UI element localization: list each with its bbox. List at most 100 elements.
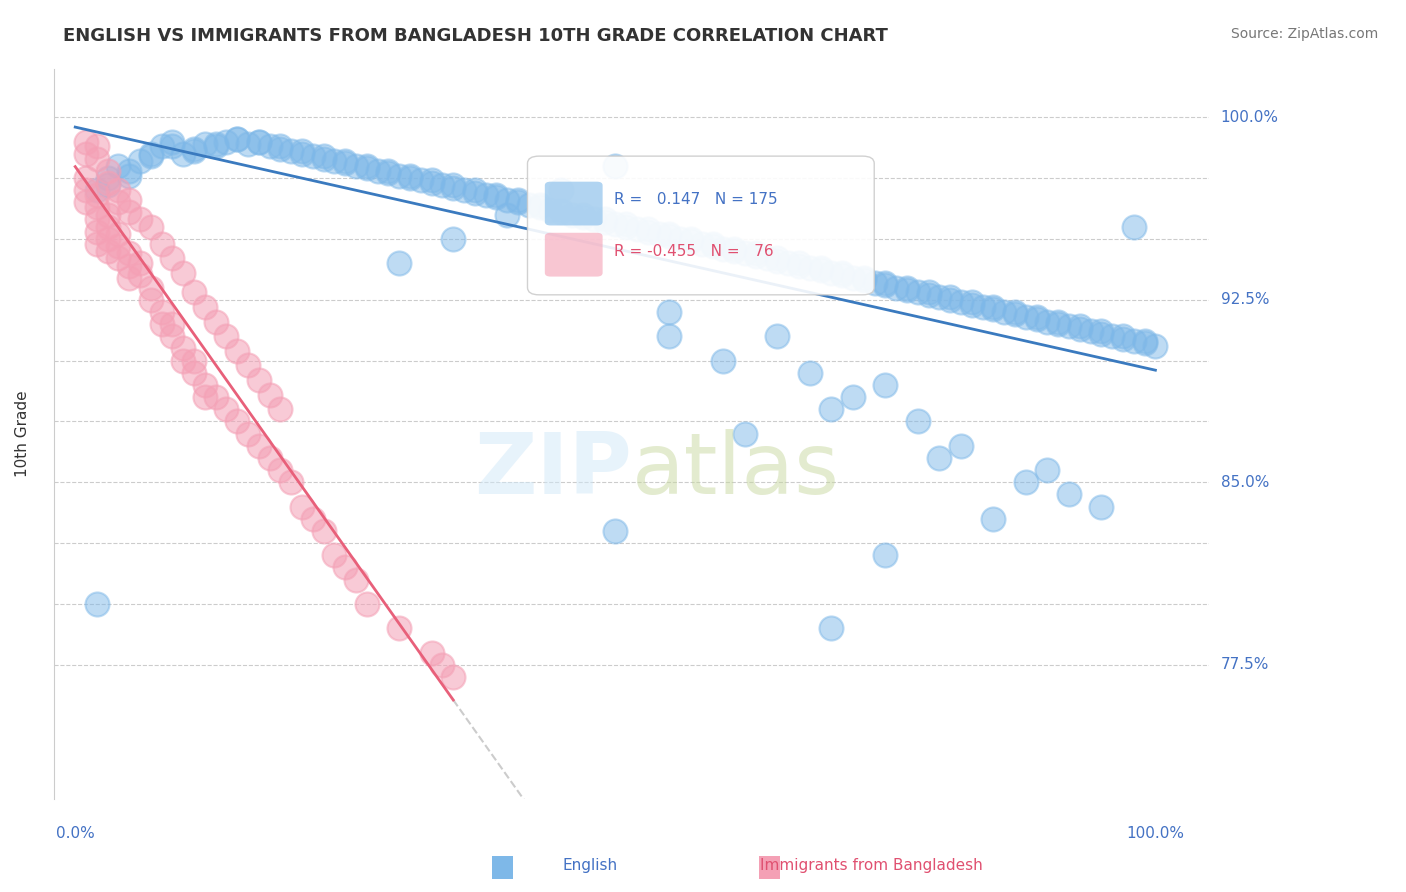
Point xyxy=(215,329,238,343)
Point xyxy=(983,512,1005,526)
Point xyxy=(107,195,129,210)
Point xyxy=(679,232,702,246)
Point xyxy=(485,188,508,202)
Point xyxy=(928,450,950,465)
Point xyxy=(97,178,120,193)
Point xyxy=(399,171,422,186)
Point xyxy=(247,135,270,149)
Point xyxy=(658,227,681,241)
Point xyxy=(1015,475,1038,490)
Point xyxy=(259,450,281,465)
Point xyxy=(529,200,551,214)
Point xyxy=(107,183,129,197)
Text: R = -0.455   N =   76: R = -0.455 N = 76 xyxy=(614,244,773,259)
Point xyxy=(983,302,1005,317)
Point xyxy=(1133,336,1156,351)
Point xyxy=(884,280,907,294)
Point xyxy=(550,202,572,217)
Point xyxy=(766,252,789,266)
Point xyxy=(215,402,238,417)
Point xyxy=(605,217,627,231)
Point xyxy=(1133,334,1156,348)
Point xyxy=(377,163,399,178)
Point xyxy=(658,305,681,319)
Point xyxy=(766,329,789,343)
Point xyxy=(291,146,314,161)
Point xyxy=(605,524,627,538)
Point xyxy=(1122,219,1144,234)
Point xyxy=(506,195,529,210)
Point xyxy=(679,235,702,249)
Point xyxy=(755,252,778,266)
Point xyxy=(269,139,291,153)
Point xyxy=(302,512,325,526)
Point xyxy=(441,180,464,194)
Point xyxy=(97,176,120,190)
Point xyxy=(972,300,994,314)
Point xyxy=(1069,322,1091,336)
Point xyxy=(86,200,108,214)
Point xyxy=(129,212,152,227)
Point xyxy=(496,207,519,221)
Point xyxy=(960,295,983,310)
Point xyxy=(896,283,918,297)
Point xyxy=(118,169,141,183)
Point xyxy=(787,259,810,273)
Point xyxy=(1036,463,1059,477)
Point xyxy=(669,232,692,246)
Point xyxy=(86,152,108,166)
Point xyxy=(172,266,194,280)
Point xyxy=(1057,487,1080,501)
Point xyxy=(172,353,194,368)
Point xyxy=(97,171,120,186)
Point xyxy=(1057,319,1080,334)
Point xyxy=(399,169,422,183)
Point xyxy=(226,132,249,146)
Point xyxy=(540,202,562,217)
Point xyxy=(226,132,249,146)
Point xyxy=(139,149,162,163)
Point xyxy=(97,219,120,234)
Point xyxy=(356,159,378,173)
Point xyxy=(453,183,475,197)
Point xyxy=(129,268,152,283)
Point xyxy=(97,232,120,246)
Text: 85.0%: 85.0% xyxy=(1220,475,1268,490)
Point xyxy=(139,293,162,307)
Point xyxy=(291,500,314,514)
Point xyxy=(614,219,637,234)
Point xyxy=(259,139,281,153)
Text: Immigrants from Bangladesh: Immigrants from Bangladesh xyxy=(761,858,983,872)
Text: Source: ZipAtlas.com: Source: ZipAtlas.com xyxy=(1230,27,1378,41)
Point xyxy=(269,142,291,156)
Point xyxy=(690,236,713,251)
Point xyxy=(1025,312,1047,326)
Point xyxy=(778,256,800,270)
Point xyxy=(1122,334,1144,348)
Point xyxy=(75,171,97,186)
Point xyxy=(118,193,141,207)
Point xyxy=(236,136,259,151)
Point xyxy=(204,139,226,153)
Point xyxy=(842,270,865,285)
Point xyxy=(183,145,205,159)
Point xyxy=(139,146,162,161)
Point xyxy=(1015,310,1038,324)
Point xyxy=(356,597,378,611)
Y-axis label: 10th Grade: 10th Grade xyxy=(15,390,30,477)
Point xyxy=(799,261,821,276)
Point xyxy=(496,193,519,207)
Point xyxy=(529,198,551,212)
Point xyxy=(162,135,184,149)
Point xyxy=(842,390,865,404)
Point xyxy=(820,402,842,417)
Point xyxy=(464,183,486,197)
Point xyxy=(1101,329,1123,343)
Point xyxy=(474,188,496,202)
Point xyxy=(550,205,572,219)
Point xyxy=(787,256,810,270)
Point xyxy=(150,236,173,251)
Point xyxy=(204,136,226,151)
Point xyxy=(388,256,411,270)
Point xyxy=(766,253,789,268)
